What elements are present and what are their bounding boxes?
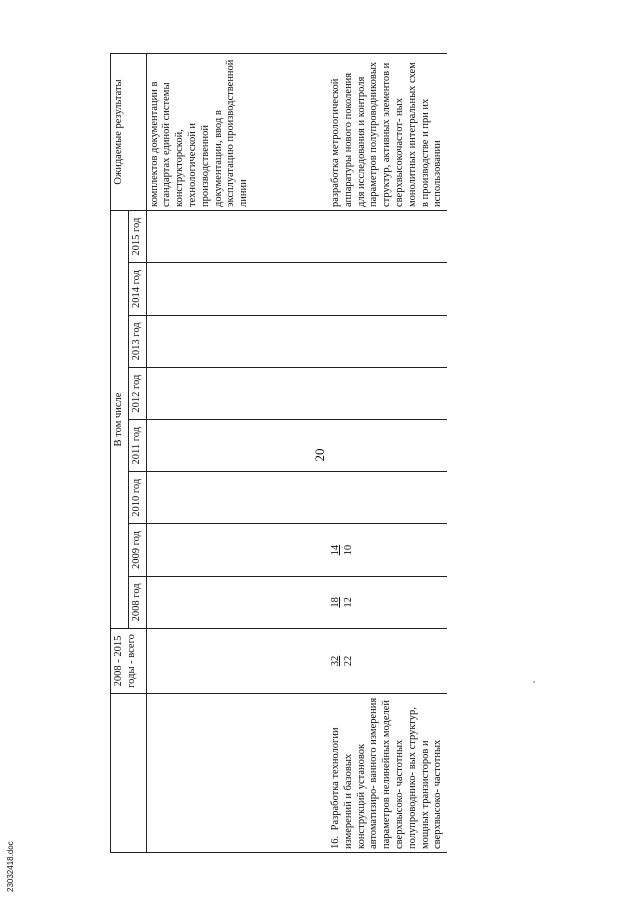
header-row-1: 2008 - 2015 годы - всего В том числе Ожи… — [110, 53, 147, 852]
table-row: комплектов документации в стандартах еди… — [146, 53, 329, 852]
header-year-2014: 2014 год — [128, 262, 147, 315]
row-2010 — [146, 471, 329, 524]
program-table: 2008 - 2015 годы - всего В том числе Ожи… — [110, 53, 448, 853]
row-number: 16. — [330, 835, 342, 849]
y2009-top: 14 — [330, 544, 342, 555]
row-total — [146, 628, 329, 693]
header-year-2010: 2010 год — [128, 471, 147, 524]
header-year-2013: 2013 год — [128, 314, 147, 367]
table-row: 16. Разработка технологии измерений и ба… — [328, 53, 448, 852]
row-total: 32 22 — [328, 628, 448, 693]
row-2010 — [328, 471, 448, 524]
row-2013 — [328, 314, 448, 367]
header-results: Ожидаемые результаты — [110, 53, 147, 210]
row-name: Разработка технологии измерений и базовы… — [330, 697, 444, 849]
header-total: 2008 - 2015 годы - всего — [110, 628, 147, 693]
row-2012 — [146, 366, 329, 420]
row-2009: 14 10 — [328, 523, 448, 576]
header-year-2008: 2008 год — [128, 575, 147, 628]
header-year-2015: 2015 год — [128, 210, 147, 263]
row-2014 — [146, 262, 329, 315]
header-including: В том числе — [110, 210, 129, 628]
rotated-table-wrapper: 2008 - 2015 годы - всего В том числе Ожи… — [110, 53, 530, 853]
row-2009 — [146, 523, 329, 576]
row-result: комплектов документации в стандартах еди… — [146, 53, 329, 210]
header-name-cell — [110, 693, 147, 852]
row-result: разработка метрологической аппаратуры но… — [328, 53, 448, 210]
y2008-bottom: 12 — [342, 596, 354, 608]
row-2011 — [328, 419, 448, 472]
total-bottom: 22 — [342, 655, 354, 666]
row-2015 — [146, 210, 329, 263]
stray-dot — [533, 681, 535, 683]
total-top: 32 — [330, 655, 342, 666]
row-2011 — [146, 419, 329, 472]
footer-doc-code: 23032418.doc — [6, 841, 15, 892]
row-2015 — [328, 210, 448, 263]
y2008-top: 18 — [330, 596, 342, 608]
row-name-cell — [146, 693, 329, 852]
row-2008: 18 12 — [328, 575, 448, 628]
header-year-2009: 2009 год — [128, 523, 147, 576]
row-2013 — [146, 314, 329, 367]
row-2012 — [328, 366, 448, 420]
row-2008 — [146, 575, 329, 628]
y2009-bottom: 10 — [342, 544, 354, 555]
header-year-2012: 2012 год — [128, 366, 147, 420]
row-2014 — [328, 262, 448, 315]
row-name-cell: 16. Разработка технологии измерений и ба… — [328, 693, 448, 852]
header-year-2011: 2011 год — [128, 419, 147, 472]
